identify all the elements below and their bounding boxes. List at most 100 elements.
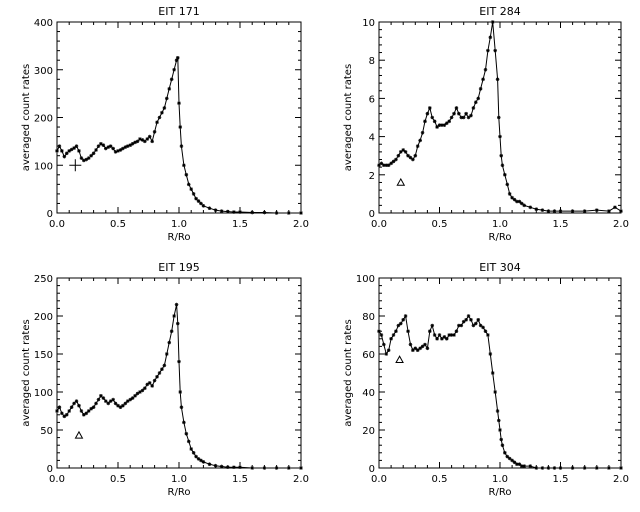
data-point [84,157,89,162]
data-point [101,396,106,400]
data-point [219,209,224,213]
data-point [130,396,135,400]
x-tick-label: 2.0 [293,219,309,230]
data-point [299,211,303,215]
data-point [155,120,159,125]
data-point [379,161,384,166]
triangle-marker [395,355,404,363]
data-point [423,119,427,124]
data-point [179,144,184,148]
y-tick-label: 200 [34,114,53,125]
data-point [128,397,132,402]
data-point [558,466,563,470]
data-point [490,371,495,375]
data-point [500,163,505,168]
data-point [82,413,86,417]
data-point [432,119,437,124]
data-point [503,451,507,455]
data-point [232,465,236,470]
data-point [619,466,623,470]
data-point [113,401,118,406]
data-point [106,401,111,406]
data-point [196,457,201,461]
data-point [232,210,236,214]
data-point [175,56,180,60]
y-tick-label: 2 [369,171,375,182]
data-point [461,319,466,324]
y-tick-label: 100 [34,388,53,399]
data-point [108,144,113,148]
data-point [394,329,398,333]
data-point [386,163,391,168]
data-point [418,346,422,351]
data-point [262,466,267,470]
data-point [469,318,473,322]
x-tick-label: 1.5 [553,474,569,485]
data-point [442,335,447,339]
data-point [194,196,198,201]
data-point [486,333,490,337]
data-point [391,333,396,337]
data-point [125,399,130,403]
data-point [382,163,386,168]
data-point [454,329,459,333]
x-axis-label: R/Ro [168,232,191,243]
data-point [104,146,108,151]
triangle-marker [396,177,406,186]
data-point [377,329,381,333]
data-point [199,458,203,463]
data-point [152,378,157,383]
data-point [403,314,408,318]
data-point [104,399,108,403]
data-point [238,465,242,470]
y-tick-label: 60 [362,350,375,361]
data-point [67,409,71,413]
data-point [411,157,415,162]
data-point [435,337,439,341]
data-point [213,463,218,468]
data-point [493,390,497,394]
data-point [238,210,242,214]
data-point [503,173,507,177]
data-point [274,466,279,470]
data-point [169,77,174,82]
data-point [428,329,432,333]
data-point [546,466,551,470]
data-point [130,141,135,146]
data-point [406,153,410,158]
y-tick-label: 300 [34,66,53,77]
data-point [299,466,303,470]
data-point [111,146,115,151]
data-point [169,329,174,333]
data-point [64,151,69,156]
y-tick-label: 8 [369,56,375,67]
data-point [116,403,120,408]
x-tick-label: 0.5 [110,219,126,230]
data-point [471,323,476,328]
data-point [481,77,485,82]
data-point [123,401,128,406]
data-point [199,201,203,206]
data-point [386,348,391,352]
data-point [570,209,575,213]
data-point [515,462,519,466]
data-point [437,123,442,127]
data-point [182,420,186,425]
data-point [512,460,517,465]
y-axis-label: averaged count rates [343,64,354,171]
data-point [452,333,456,337]
y-tick-label: 250 [34,274,53,285]
x-tick-label: 2.0 [613,219,629,230]
data-point [138,137,142,141]
data-point [108,399,113,403]
data-point [476,318,481,322]
chart-1: EIT 171 0.0 0.5 1.0 1.5 2.0 0 100 200 300 400 R/Ro a… [21,5,309,243]
y-tick-label: 40 [362,388,375,399]
data-point [72,146,76,150]
data-point [613,205,617,210]
data-point [534,466,539,470]
data-point [77,149,81,153]
data-point [515,199,519,204]
